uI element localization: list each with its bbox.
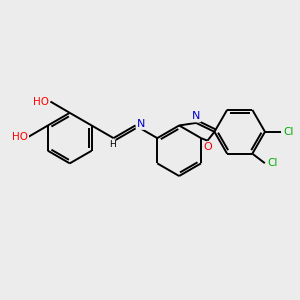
Text: HO: HO — [12, 132, 28, 142]
Text: Cl: Cl — [284, 127, 294, 137]
Text: N: N — [136, 119, 145, 129]
Text: Cl: Cl — [267, 158, 278, 168]
Text: H: H — [109, 140, 116, 149]
Text: HO: HO — [33, 97, 49, 106]
Text: N: N — [192, 111, 200, 122]
Text: O: O — [203, 142, 212, 152]
